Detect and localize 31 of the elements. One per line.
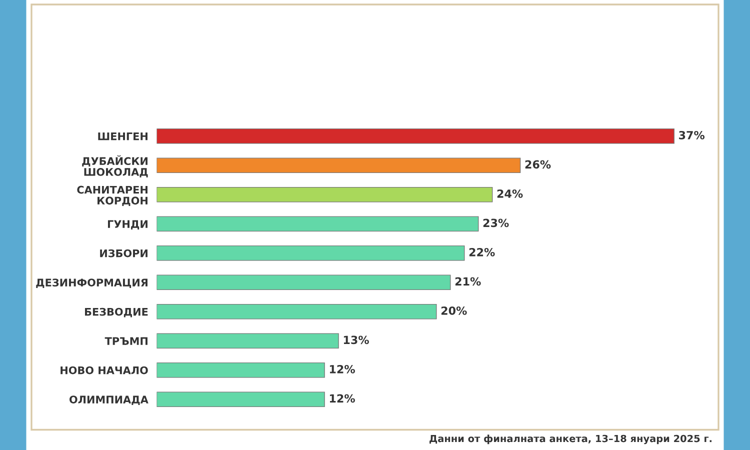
- bar: [156, 304, 437, 320]
- data-label: 37%: [679, 130, 705, 140]
- data-label: 12%: [330, 394, 355, 403]
- y-tick-label: ДЕЗИНФОРМАЦИЯ: [36, 278, 148, 288]
- data-label: 23%: [483, 218, 509, 228]
- y-tick-label: САНИТАРЕН КОРДОН: [77, 186, 148, 206]
- y-tick-label: НОВО НАЧАЛО: [60, 366, 148, 374]
- bar: [156, 158, 521, 174]
- bar: [156, 245, 465, 261]
- data-label: 13%: [344, 336, 369, 344]
- data-label: 21%: [455, 277, 481, 286]
- bar: [156, 186, 493, 202]
- bar: [156, 362, 325, 378]
- y-tick-label: ГУНДИ: [108, 220, 148, 230]
- y-tick-label: БЕЗВОДИЕ: [85, 308, 148, 318]
- data-label: 24%: [497, 189, 523, 198]
- bar: [156, 392, 325, 408]
- bar: [156, 128, 674, 144]
- data-label: 12%: [330, 364, 355, 374]
- y-tick-label: ТРЪМП: [104, 337, 148, 345]
- data-label: 22%: [469, 248, 495, 256]
- bar: [156, 216, 479, 232]
- bar: [156, 333, 339, 349]
- y-tick-label: ДУБАЙСКИ ШОКОЛАД: [82, 155, 148, 178]
- text: Данни от финалната анкета, 13–18 януари 2025 г.: [430, 434, 712, 444]
- y-tick-label: ИЗБОРИ: [100, 249, 148, 258]
- data-label: 20%: [441, 306, 467, 315]
- bar: [156, 274, 451, 290]
- y-tick-label: ОЛИМПИАДА: [70, 396, 148, 405]
- y-tick-label: ШЕНГЕН: [98, 132, 148, 140]
- data-label: 26%: [525, 160, 551, 169]
